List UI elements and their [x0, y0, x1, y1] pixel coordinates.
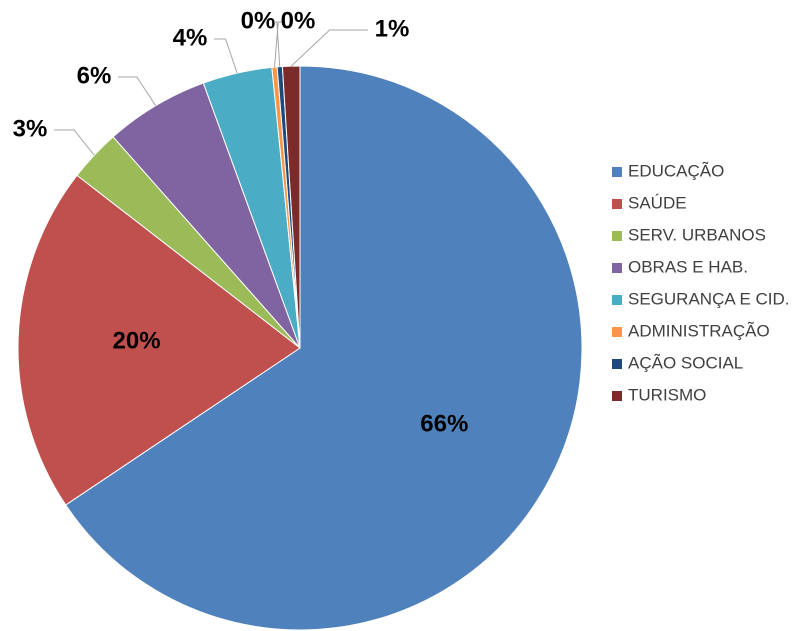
- legend-label: SEGURANÇA E CID.: [628, 289, 790, 308]
- legend-label: SAÚDE: [628, 193, 687, 212]
- legend-swatch: [612, 359, 622, 369]
- legend-label: SERV. URBANOS: [628, 225, 766, 244]
- legend-swatch: [612, 199, 622, 209]
- legend-swatch: [612, 263, 622, 273]
- data-label: 66%: [420, 410, 468, 437]
- legend-swatch: [612, 167, 622, 177]
- data-label: 6%: [77, 62, 112, 89]
- legend-swatch: [612, 327, 622, 337]
- pie-slice: [65, 65, 583, 631]
- legend-swatch: [612, 391, 622, 401]
- legend-swatch: [612, 231, 622, 241]
- legend-label: OBRAS E HAB.: [628, 257, 748, 276]
- data-label: 0%: [241, 7, 276, 34]
- legend-label: EDUCAÇÃO: [628, 161, 724, 180]
- legend-label: AÇÃO SOCIAL: [628, 353, 743, 372]
- data-label: 3%: [13, 115, 48, 142]
- leader-line: [54, 129, 95, 156]
- legend-label: ADMINISTRAÇÃO: [628, 321, 770, 340]
- leader-line: [214, 38, 238, 74]
- data-label: 20%: [113, 328, 161, 355]
- legend-label: TURISMO: [628, 385, 706, 404]
- leader-line: [274, 21, 281, 67]
- data-label: 1%: [375, 15, 410, 42]
- legend-swatch: [612, 295, 622, 305]
- leader-line: [118, 76, 157, 106]
- leader-line: [273, 21, 282, 68]
- data-label: 4%: [173, 24, 208, 51]
- leader-line: [290, 29, 368, 67]
- pie-slice: [17, 174, 301, 506]
- data-label: 0%: [281, 7, 316, 34]
